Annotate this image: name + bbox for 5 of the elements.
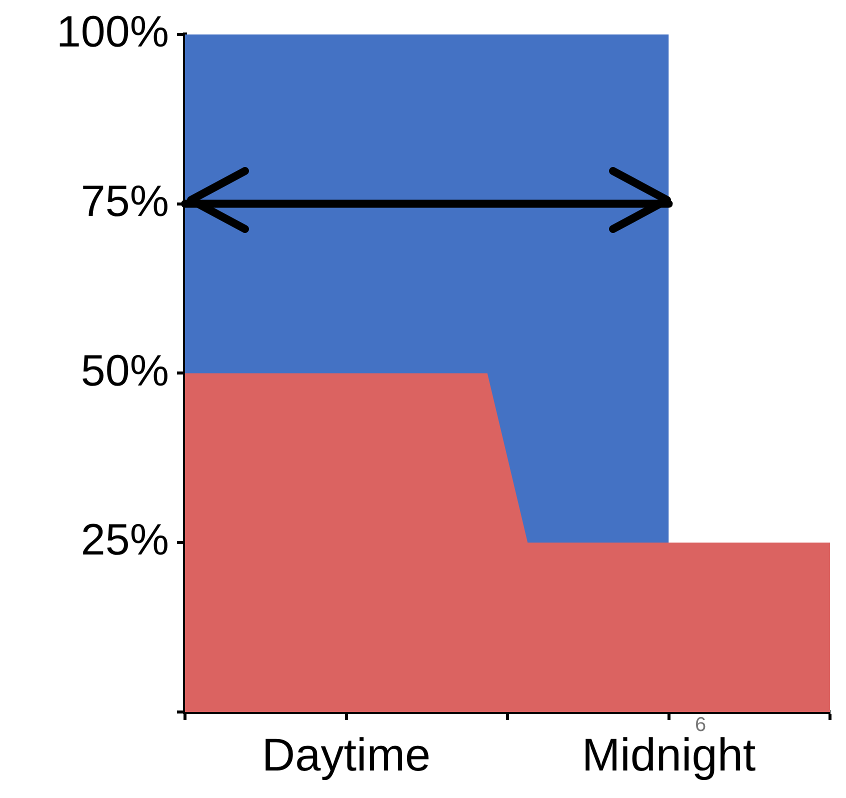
y-tick-label: 25% [80, 516, 169, 565]
y-tick-label: 75% [80, 176, 169, 226]
y-tick-label: 50% [80, 346, 169, 396]
x-tick-label: Daytime [262, 728, 431, 780]
y-tick-label: 100% [56, 8, 169, 57]
